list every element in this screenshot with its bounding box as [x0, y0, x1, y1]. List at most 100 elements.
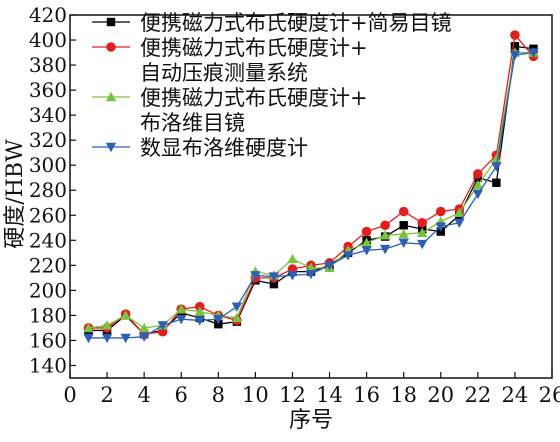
- x-tick-label: 18: [390, 383, 417, 407]
- legend-marker: [105, 142, 117, 153]
- data-point: [138, 322, 150, 333]
- x-tick-label: 20: [427, 383, 454, 407]
- data-point: [231, 312, 243, 323]
- data-point: [435, 222, 446, 232]
- data-point: [417, 239, 428, 250]
- data-point: [510, 42, 520, 51]
- data-point: [194, 306, 205, 316]
- data-point: [491, 153, 502, 164]
- y-tick-label: 360: [29, 78, 67, 102]
- y-tick-label: 160: [29, 328, 67, 352]
- legend-label: 便携磁力式布氏硬度计+: [140, 86, 368, 110]
- data-point: [528, 48, 539, 58]
- data-point: [473, 169, 483, 179]
- legend-marker: [106, 42, 116, 52]
- legend: 便携磁力式布氏硬度计+简易目镜便携磁力式布氏硬度计+自动压痕测量系统便携磁力式布…: [92, 11, 452, 160]
- data-point: [361, 246, 372, 256]
- y-tick-label: 180: [29, 303, 67, 327]
- data-point: [435, 206, 446, 217]
- data-point: [398, 238, 409, 249]
- legend-entry-1: 便携磁力式布氏硬度计+简易目镜: [92, 11, 452, 35]
- data-point: [305, 269, 317, 280]
- data-point: [176, 314, 187, 325]
- data-point: [342, 251, 354, 261]
- data-point: [398, 206, 409, 217]
- data-point: [101, 320, 113, 330]
- data-point: [176, 303, 187, 314]
- y-tick-label: 260: [29, 203, 67, 227]
- x-tick-label: 8: [212, 383, 225, 407]
- data-point: [492, 178, 501, 187]
- data-point: [399, 221, 408, 230]
- data-point: [379, 244, 391, 255]
- data-point: [324, 261, 335, 271]
- data-point: [269, 279, 279, 289]
- data-point: [268, 272, 280, 282]
- y-tick-label: 140: [29, 353, 67, 377]
- x-tick-label: 2: [100, 383, 113, 407]
- x-tick-label: 4: [137, 383, 150, 407]
- data-point: [361, 226, 372, 237]
- legend-label: 便携磁力式布氏硬度计+: [140, 36, 368, 60]
- legend-entry-2: 便携磁力式布氏硬度计+自动压痕测量系统: [92, 36, 368, 85]
- data-point: [231, 302, 243, 312]
- x-tick-label: 0: [63, 383, 76, 407]
- data-point: [417, 217, 428, 228]
- x-tick-label: 22: [464, 383, 491, 407]
- y-tick-label: 220: [29, 253, 67, 277]
- data-point: [361, 237, 372, 248]
- x-tick-label: 10: [242, 383, 269, 407]
- legend-label: 自动压痕测量系统: [140, 61, 308, 85]
- x-tick-label: 6: [175, 383, 188, 407]
- series-group: [83, 30, 539, 344]
- data-point: [454, 207, 465, 217]
- legend-label: 便携磁力式布氏硬度计+简易目镜: [140, 11, 452, 35]
- x-tick-label: 24: [502, 383, 529, 407]
- data-point: [213, 314, 224, 325]
- series-4: [83, 48, 539, 344]
- x-tick-label: 16: [353, 383, 380, 407]
- data-point: [250, 271, 261, 281]
- data-point: [379, 230, 391, 240]
- legend-marker: [105, 91, 117, 102]
- legend-marker: [106, 17, 116, 27]
- data-point: [472, 180, 484, 190]
- data-point: [510, 30, 520, 40]
- data-point: [305, 262, 317, 273]
- data-point: [472, 189, 484, 200]
- y-tick-label: 200: [29, 278, 67, 302]
- y-tick-label: 320: [29, 128, 67, 152]
- legend-label: 布洛维目镜: [140, 111, 245, 135]
- y-axis-label: 硬度/HBW: [3, 139, 28, 249]
- x-tick-label: 26: [539, 383, 560, 407]
- data-point: [83, 322, 94, 333]
- data-point: [157, 321, 168, 331]
- y-tick-label: 300: [29, 153, 67, 177]
- x-tick-label: 14: [316, 383, 343, 407]
- data-point: [83, 333, 94, 344]
- y-tick-label: 400: [29, 28, 67, 52]
- y-tick-label: 240: [29, 228, 67, 252]
- data-point: [380, 220, 390, 231]
- data-point: [491, 162, 502, 172]
- legend-label: 数显布洛维硬度计: [140, 136, 308, 160]
- data-point: [398, 228, 409, 239]
- data-point: [509, 50, 521, 61]
- legend-entry-3: 便携磁力式布氏硬度计+布洛维目镜: [92, 86, 368, 135]
- legend-entry-4: 数显布洛维硬度计: [92, 136, 308, 160]
- data-point: [138, 332, 150, 342]
- data-point: [101, 333, 113, 344]
- x-tick-label: 12: [279, 383, 306, 407]
- y-tick-label: 420: [29, 3, 67, 27]
- y-tick-label: 380: [29, 53, 67, 77]
- axes: 0 2 4 6 8 10 12 14 16 18 20 22 24 2614016018020022024…: [29, 3, 560, 407]
- y-tick-label: 340: [29, 103, 67, 127]
- data-point: [287, 253, 298, 264]
- data-point: [417, 227, 428, 237]
- data-point: [454, 218, 465, 228]
- plot-frame: [69, 14, 553, 379]
- data-point: [120, 333, 131, 344]
- y-tick-label: 280: [29, 178, 67, 202]
- data-point: [120, 310, 131, 320]
